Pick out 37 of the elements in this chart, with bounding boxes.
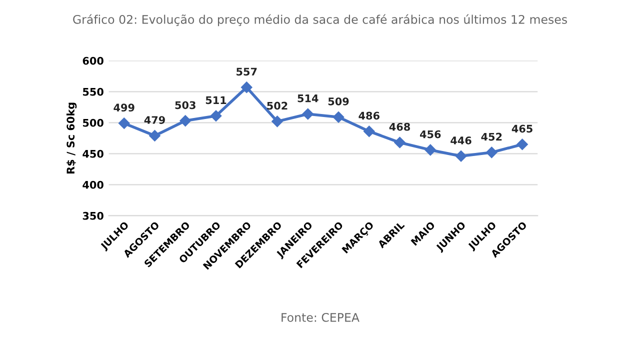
data-label: 456 — [420, 130, 441, 138]
data-label: 499 — [114, 104, 134, 112]
data-label: 557 — [236, 68, 257, 76]
data-label: 452 — [481, 132, 502, 141]
point — [118, 118, 130, 129]
data-label: 479 — [144, 116, 165, 124]
data-label: 509 — [328, 97, 349, 106]
data-label: 465 — [512, 124, 532, 133]
y-tick-label: 550 — [83, 88, 104, 96]
point — [424, 144, 436, 156]
point — [332, 111, 344, 123]
point — [241, 82, 252, 93]
data-label: 503 — [175, 101, 196, 110]
point — [149, 130, 160, 142]
data-label: 514 — [298, 94, 318, 102]
data-label: 486 — [358, 112, 380, 120]
chart-title: Gráfico 02: Evolução do preço médio da saca de café arábica nos últimos 12 meses — [73, 14, 567, 26]
source-note: Fonte: CEPEA — [282, 312, 360, 322]
data-label: 446 — [450, 136, 472, 144]
point — [180, 115, 191, 126]
point — [302, 108, 314, 120]
data-label: 468 — [389, 122, 410, 131]
y-tick-label: 500 — [83, 118, 104, 127]
y-axis-title: R$ / Sc 60kg — [66, 102, 77, 174]
data-label: 511 — [206, 96, 226, 104]
y-tick-label: 600 — [82, 56, 104, 65]
y-tick-label: 350 — [82, 212, 104, 220]
y-tick-label: 400 — [82, 180, 104, 189]
point — [210, 110, 222, 122]
point — [394, 136, 406, 148]
point — [272, 116, 283, 128]
data-label: 502 — [267, 102, 288, 110]
point — [455, 150, 467, 162]
point — [516, 138, 528, 150]
y-tick-label: 450 — [82, 150, 104, 158]
point — [364, 126, 375, 137]
point — [486, 146, 498, 158]
